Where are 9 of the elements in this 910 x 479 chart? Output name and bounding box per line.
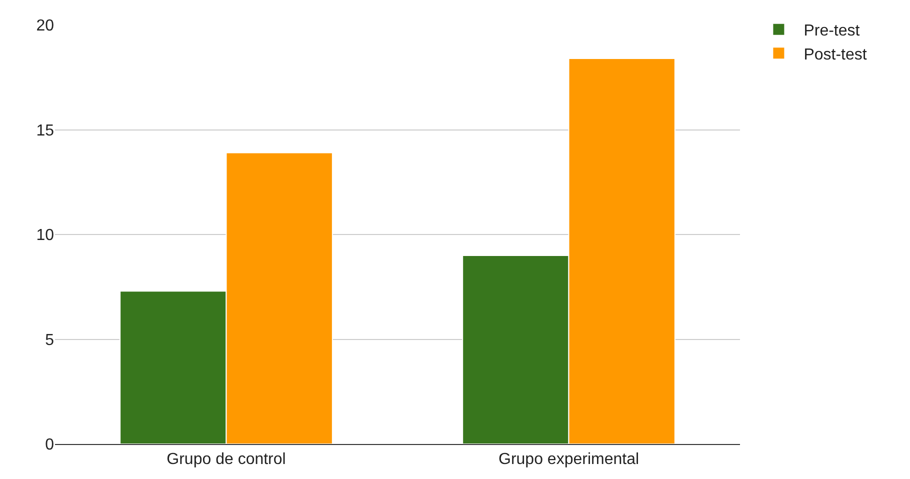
y-tick-label: 15	[36, 122, 54, 140]
x-tick-label: Grupo experimental	[498, 451, 640, 468]
y-tick-label: 10	[36, 227, 54, 244]
x-tick-label: Grupo de control	[166, 451, 286, 468]
legend-label: Pre-test	[804, 22, 860, 40]
legend-label: Post-test	[804, 46, 868, 64]
y-tick-label: 0	[45, 436, 54, 454]
y-tick-label: 20	[36, 18, 54, 35]
y-tick-label: 5	[45, 332, 54, 349]
